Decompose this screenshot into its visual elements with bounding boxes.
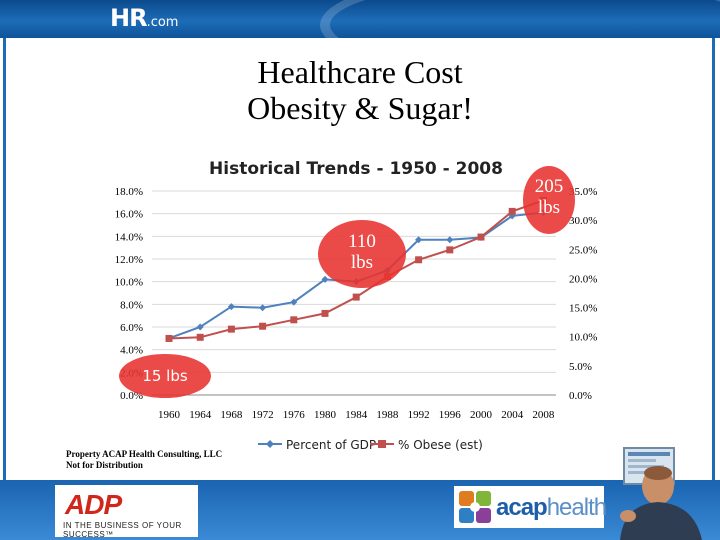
x-tick-label: 1996 — [439, 409, 462, 421]
chart-annotations: 15 lbs 110 lbs 205 lbs — [119, 166, 575, 398]
title-line-1: Healthcare Cost — [257, 54, 463, 90]
right-axis-ticks: 0.0% 5.0% 10.0% 15.0% 20.0% 25.0% 30.0% 35.0% — [569, 186, 597, 402]
header-bar: HR.com — [0, 0, 720, 38]
left-tick-label: 16.0% — [115, 209, 143, 221]
data-point — [446, 236, 454, 244]
data-point — [196, 323, 204, 331]
left-tick-label: 10.0% — [115, 277, 143, 289]
x-tick-label: 1964 — [189, 409, 212, 421]
property-line-2: Not for Distribution — [66, 460, 143, 470]
data-point — [446, 246, 454, 254]
annotation-label: 110 lbs — [348, 231, 376, 273]
annotation-highlight — [119, 354, 211, 398]
x-tick-label: 1968 — [220, 409, 243, 421]
data-point — [196, 333, 204, 341]
data-point — [290, 298, 298, 306]
annotation-label: 15 lbs — [142, 367, 188, 385]
x-tick-label: 1972 — [252, 409, 274, 421]
right-tick-label: 20.0% — [569, 273, 597, 285]
legend-marker — [378, 440, 386, 448]
logo-main: HR — [110, 4, 148, 32]
left-tick-label: 8.0% — [120, 299, 143, 311]
data-point — [321, 309, 329, 317]
data-point — [290, 316, 298, 324]
legend-label: Percent of GDP — [286, 438, 376, 452]
property-notice: Property ACAP Health Consulting, LLC Not… — [66, 449, 222, 471]
x-tick-label: 1984 — [345, 409, 368, 421]
header-swoosh — [320, 0, 720, 38]
adp-logo-box[interactable]: ADP IN THE BUSINESS OF YOUR SUCCESS™ — [55, 485, 198, 539]
acap-brand-2: health — [546, 494, 607, 521]
data-point — [259, 322, 267, 330]
left-tick-label: 18.0% — [115, 186, 143, 198]
x-tick-label: 2004 — [501, 409, 524, 421]
x-tick-label: 1960 — [158, 409, 181, 421]
data-point — [165, 334, 173, 342]
acap-logo-box[interactable]: acaphealth — [454, 486, 607, 528]
right-tick-label: 15.0% — [569, 303, 597, 315]
acap-puzzle-icon — [459, 491, 491, 523]
property-line-1: Property ACAP Health Consulting, LLC — [66, 449, 223, 459]
right-tick-label: 10.0% — [569, 332, 597, 344]
x-tick-label: 1980 — [314, 409, 337, 421]
left-tick-label: 12.0% — [115, 254, 143, 266]
left-tick-label: 4.0% — [120, 345, 143, 357]
data-point — [477, 233, 485, 241]
data-point — [321, 275, 329, 283]
x-tick-label: 1976 — [283, 409, 306, 421]
adp-logo: ADP — [65, 489, 122, 520]
x-tick-label: 1992 — [408, 409, 430, 421]
annotation-label: 205 lbs — [535, 176, 564, 218]
adp-tagline: IN THE BUSINESS OF YOUR SUCCESS™ — [63, 521, 182, 539]
acap-brand-1: acap — [496, 494, 548, 521]
data-point — [227, 303, 235, 311]
left-tick-label: 14.0% — [115, 231, 143, 243]
data-point — [259, 304, 267, 312]
chart-title: Historical Trends - 1950 - 2008 — [209, 159, 503, 179]
right-tick-label: 35.0% — [569, 186, 597, 198]
chart-legend: Percent of GDP % Obese (est) — [258, 438, 483, 452]
data-point — [508, 207, 516, 215]
hr-com-logo[interactable]: HR.com — [110, 4, 178, 32]
annotation-highlight — [318, 220, 406, 288]
legend-marker — [266, 440, 274, 448]
data-point — [415, 256, 423, 264]
x-axis-ticks: 1960 1964 1968 1972 1976 1980 1984 1988 1992 1996… — [158, 409, 555, 421]
logo-suffix: .com — [146, 15, 179, 30]
data-point — [415, 236, 423, 244]
left-axis-ticks: 0.0%2.0%4.0%6.0%8.0%10.0%12.0%14.0%16.0%… — [115, 186, 143, 402]
x-tick-label: 2000 — [470, 409, 493, 421]
slide-title: Healthcare Cost Obesity & Sugar! — [180, 54, 540, 126]
person-at-computer-illustration — [620, 447, 702, 540]
legend-label: % Obese (est) — [398, 438, 483, 452]
data-point — [352, 293, 360, 301]
right-tick-label: 0.0% — [569, 390, 592, 402]
data-point — [227, 325, 235, 333]
x-tick-label: 2008 — [532, 409, 555, 421]
left-tick-label: 6.0% — [120, 322, 143, 334]
right-tick-label: 5.0% — [569, 361, 592, 373]
annotation-highlight — [523, 166, 575, 234]
title-line-2: Obesity & Sugar! — [247, 90, 473, 126]
acap-wordmark: acaphealth — [496, 494, 607, 522]
right-tick-label: 25.0% — [569, 244, 597, 256]
x-tick-label: 1988 — [376, 409, 399, 421]
right-tick-label: 30.0% — [569, 215, 597, 227]
slide-frame — [3, 38, 715, 480]
